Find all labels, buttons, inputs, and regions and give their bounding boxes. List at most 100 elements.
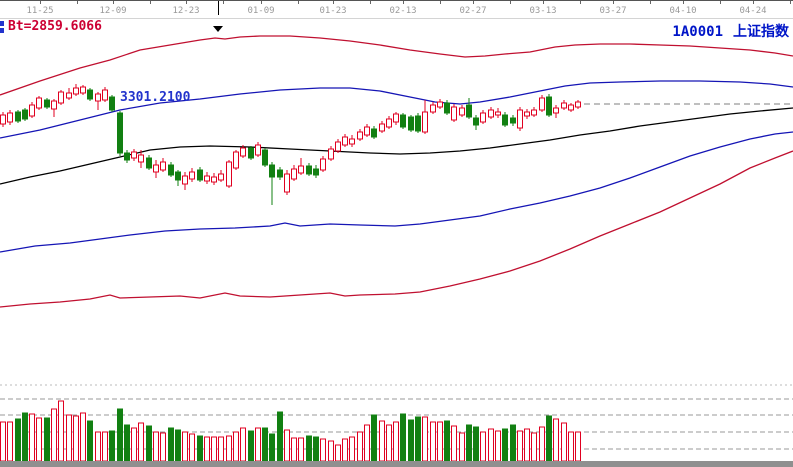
volume-bar: [146, 425, 152, 462]
volume-bar: [437, 421, 443, 462]
volume-bar-series: [0, 400, 581, 462]
volume-bar: [0, 421, 6, 462]
volume-bar: [393, 421, 399, 462]
ruler-tick: [683, 1, 684, 4]
volume-bar: [269, 433, 275, 462]
volume-bar: [66, 414, 72, 462]
ruler-top-line: [0, 0, 793, 1]
candle: [437, 101, 443, 108]
ruler-tick: [543, 1, 544, 4]
x-axis-date-label: 12-23: [172, 6, 200, 16]
bottom-scrollbar[interactable]: [0, 461, 793, 467]
volume-bar: [415, 416, 421, 462]
candle: [531, 109, 537, 116]
ruler-tick: [403, 1, 404, 4]
volume-bar: [218, 436, 224, 462]
lower-blue-band-line: [0, 131, 793, 253]
candle: [364, 126, 370, 136]
ruler-tick: [40, 1, 41, 4]
candle: [87, 89, 93, 100]
candle: [189, 171, 195, 180]
candle: [131, 151, 137, 159]
volume-bar: [291, 437, 297, 462]
volume-bar: [240, 427, 246, 462]
candle: [561, 102, 567, 109]
volume-bar: [7, 421, 13, 462]
candle: [44, 99, 50, 108]
candle: [502, 114, 508, 126]
ruler-tick: [186, 1, 187, 4]
candle: [575, 101, 581, 108]
candle: [29, 104, 35, 117]
candle: [124, 152, 130, 161]
candle: [320, 158, 326, 171]
x-axis-date-label: 04-10: [669, 6, 697, 16]
candle: [240, 147, 246, 157]
symbol-code: 1A0001: [672, 24, 723, 40]
candle: [415, 115, 421, 132]
candle: [524, 111, 530, 117]
volume-bar: [386, 424, 392, 462]
upper-red-band-line: [0, 35, 793, 96]
symbol-title[interactable]: 1A0001 上证指数: [672, 21, 789, 41]
candle: [248, 147, 254, 159]
ruler-tick: [222, 1, 224, 4]
candle: [335, 141, 341, 152]
volume-bar: [29, 413, 35, 462]
candle: [51, 100, 57, 110]
candle: [153, 164, 159, 173]
candle: [211, 176, 217, 183]
ruler-tick: [649, 1, 651, 4]
x-axis-date-label: 02-13: [389, 6, 417, 16]
volume-bar: [495, 430, 501, 462]
volume-bar: [226, 435, 232, 462]
volume-bar: [168, 427, 174, 462]
candle: [138, 154, 144, 163]
volume-bar: [95, 431, 101, 462]
volume-bar: [444, 420, 450, 462]
volume-bar: [44, 417, 50, 462]
candle: [22, 109, 28, 120]
ruler-separator-line: [0, 18, 793, 19]
candle: [371, 128, 377, 138]
candle: [233, 151, 239, 169]
candle: [15, 111, 21, 122]
candle: [379, 123, 385, 132]
candle: [510, 117, 516, 124]
volume-bar: [22, 412, 28, 462]
volume-bar: [255, 427, 261, 462]
candle: [146, 157, 152, 169]
candle: [568, 104, 574, 111]
candle: [386, 118, 392, 128]
volume-bar: [422, 416, 428, 462]
candle: [393, 113, 399, 123]
volume-bar: [51, 408, 57, 462]
candle: [175, 171, 181, 181]
ruler-tick: [613, 1, 614, 4]
ruler-tick: [369, 1, 371, 4]
candle: [451, 106, 457, 121]
volume-bar: [109, 430, 115, 462]
candle: [473, 117, 479, 126]
candle: [197, 169, 203, 181]
ruler-tick: [753, 1, 754, 4]
volume-bar: [553, 418, 559, 462]
volume-bar: [233, 431, 239, 462]
candle: [328, 148, 334, 160]
volume-bar: [357, 431, 363, 462]
candle: [226, 161, 232, 187]
candle: [546, 96, 552, 116]
volume-bar: [473, 426, 479, 462]
ruler-tick: [297, 1, 299, 4]
candle: [218, 173, 224, 181]
candle: [109, 96, 115, 111]
x-axis-date-label: 12-09: [99, 6, 127, 16]
candle: [0, 114, 6, 125]
candle: [36, 97, 42, 109]
volume-bar: [15, 418, 21, 462]
candle: [7, 112, 13, 123]
volume-bar: [546, 415, 552, 462]
ruler-tick: [789, 1, 791, 4]
volume-bar: [568, 431, 574, 462]
